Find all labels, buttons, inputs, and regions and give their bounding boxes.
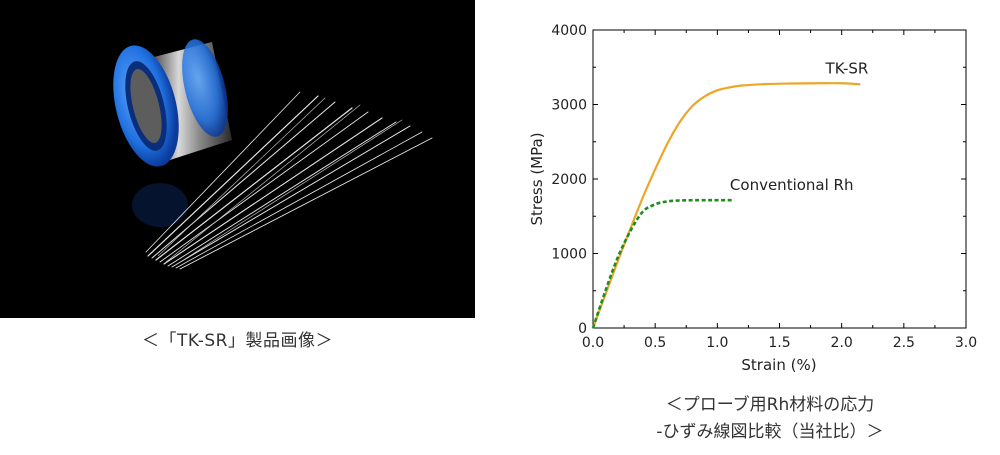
chart-svg: 0.0 0.5 1.0 1.5 2.0 2.5 3.0 01000200030004000 …	[528, 23, 977, 374]
y-tick-label: 4000	[551, 23, 587, 39]
chart-caption-line-1: ＜プローブ用Rh材料の応力	[665, 395, 875, 415]
x-axis-ticks: 0.0 0.5 1.0 1.5 2.0 2.5 3.0	[582, 30, 977, 351]
x-tick-label: 1.5	[768, 335, 790, 351]
y-axis-label: Stress (MPa)	[528, 132, 546, 225]
y-tick-label: 3000	[551, 98, 587, 114]
series-line-tk-sr	[591, 82, 861, 329]
x-tick-label: 3.0	[955, 335, 977, 351]
y-axis-ticks: 0 1000 2000 3000 4000	[551, 23, 966, 337]
x-tick-label: 0.0	[582, 335, 604, 351]
series-layer: TK-SR Conventional Rh	[591, 59, 869, 329]
x-axis-label: Strain (%)	[741, 356, 816, 374]
x-tick-label: 2.0	[831, 335, 853, 351]
stress-strain-chart: 0.0 0.5 1.0 1.5 2.0 2.5 3.0 0 1000 2000 3000 4000 …	[522, 14, 982, 379]
series-label: TK-SR	[825, 59, 869, 77]
y-tick-label: 2000	[551, 172, 587, 188]
series-line-conventional-rh	[591, 198, 734, 329]
y-tick-label: 1000	[551, 247, 587, 263]
chart-caption-line-2: -ひずみ線図比較（当社比）＞	[656, 422, 884, 442]
chart-caption: ＜プローブ用Rh材料の応力 -ひずみ線図比較（当社比）＞	[560, 392, 980, 446]
product-photo	[0, 0, 475, 318]
y-tick-label: 0	[578, 321, 587, 337]
x-tick-label: 1.0	[706, 335, 728, 351]
series-label: Conventional Rh	[730, 176, 854, 194]
wire-spool-illustration	[0, 0, 475, 318]
photo-caption: ＜「TK-SR」製品画像＞	[142, 331, 333, 351]
x-tick-label: 0.5	[644, 335, 666, 351]
x-tick-label: 2.5	[893, 335, 915, 351]
